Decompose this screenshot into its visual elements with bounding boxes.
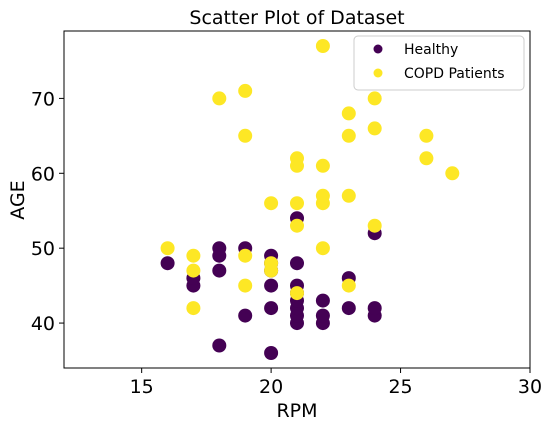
point-copd-patients-0 — [160, 241, 175, 256]
point-copd-patients-7 — [238, 128, 253, 143]
x-tick-label-30: 30 — [518, 376, 542, 398]
point-copd-patients-24 — [341, 128, 356, 143]
x-tick-label-25: 25 — [388, 376, 412, 398]
point-copd-patients-2 — [186, 263, 201, 278]
x-tick-label-15: 15 — [130, 376, 154, 398]
point-copd-patients-11 — [264, 196, 279, 211]
point-healthy-9 — [264, 346, 279, 360]
point-copd-patients-4 — [212, 91, 227, 106]
point-copd-patients-1 — [186, 301, 201, 316]
point-copd-patients-22 — [341, 278, 356, 293]
point-copd-patients-27 — [367, 121, 382, 136]
point-copd-patients-6 — [238, 248, 253, 263]
point-copd-patients-12 — [290, 286, 304, 301]
point-copd-patients-16 — [290, 151, 304, 166]
point-copd-patients-5 — [238, 278, 253, 293]
point-copd-patients-31 — [445, 166, 460, 181]
point-copd-patients-30 — [419, 128, 434, 143]
point-healthy-21 — [290, 256, 304, 271]
point-copd-patients-8 — [238, 83, 253, 98]
point-copd-patients-10 — [264, 256, 279, 271]
point-copd-patients-3 — [186, 248, 201, 263]
point-copd-patients-13 — [290, 218, 304, 233]
y-tick-label-40: 40 — [31, 313, 55, 335]
point-copd-patients-14 — [290, 196, 304, 211]
point-healthy-0 — [160, 256, 175, 271]
x-axis-label: RPM — [276, 400, 317, 422]
x-tick-label-20: 20 — [259, 376, 283, 398]
point-copd-patients-19 — [315, 188, 330, 203]
point-healthy-7 — [238, 308, 253, 323]
point-copd-patients-29 — [419, 151, 434, 166]
point-copd-patients-21 — [315, 39, 330, 53]
point-healthy-11 — [264, 278, 279, 293]
legend-marker-healthy — [373, 44, 383, 54]
plot-area — [63, 30, 531, 369]
legend: Healthy COPD Patients — [353, 35, 525, 91]
point-healthy-3 — [212, 338, 227, 353]
point-healthy-26 — [341, 301, 356, 316]
chart-title: Scatter Plot of Dataset — [189, 7, 404, 29]
point-copd-patients-17 — [315, 241, 330, 256]
point-healthy-25 — [315, 293, 330, 308]
points-layer — [160, 39, 460, 360]
point-copd-patients-28 — [367, 91, 382, 106]
point-copd-patients-20 — [315, 158, 330, 173]
legend-label-healthy: Healthy — [404, 42, 458, 58]
legend-marker-copd — [373, 68, 383, 78]
y-axis-label: AGE — [7, 180, 29, 219]
y-tick-label-50: 50 — [31, 238, 55, 260]
y-tick-label-60: 60 — [31, 163, 55, 185]
point-copd-patients-23 — [341, 188, 356, 203]
point-healthy-29 — [367, 301, 382, 316]
point-healthy-4 — [212, 263, 227, 278]
point-healthy-10 — [264, 301, 279, 316]
legend-box — [353, 35, 525, 91]
point-healthy-6 — [212, 241, 227, 256]
ticks-layer: 15 20 25 30 40 50 60 70 — [31, 88, 542, 398]
point-copd-patients-25 — [341, 106, 356, 121]
point-healthy-24 — [315, 308, 330, 323]
legend-label-copd: COPD Patients — [404, 66, 505, 82]
point-copd-patients-26 — [367, 218, 382, 233]
y-tick-label-70: 70 — [31, 88, 55, 110]
